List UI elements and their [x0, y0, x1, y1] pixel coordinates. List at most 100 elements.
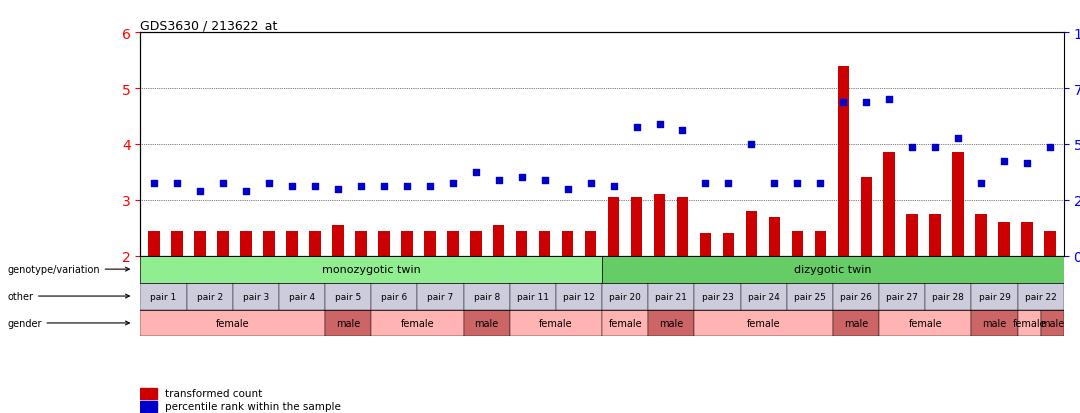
FancyBboxPatch shape	[1017, 283, 1064, 310]
Point	[904, 144, 921, 151]
Point	[468, 169, 485, 176]
Point	[329, 186, 347, 192]
Point	[627, 125, 645, 131]
Point	[743, 141, 760, 148]
Text: pair 23: pair 23	[702, 292, 733, 301]
FancyBboxPatch shape	[603, 256, 1064, 283]
Point	[168, 180, 186, 187]
Text: other: other	[8, 291, 130, 301]
Point	[444, 180, 461, 187]
Bar	[745, 211, 757, 256]
Text: male: male	[1040, 318, 1065, 328]
Point	[605, 183, 622, 190]
Bar	[608, 197, 619, 256]
Text: pair 6: pair 6	[381, 292, 407, 301]
Bar	[401, 231, 413, 256]
Point	[812, 180, 829, 187]
Point	[352, 183, 369, 190]
Text: pair 29: pair 29	[978, 292, 1011, 301]
FancyBboxPatch shape	[325, 283, 372, 310]
Point	[880, 97, 897, 103]
Point	[238, 189, 255, 195]
FancyBboxPatch shape	[972, 310, 1017, 337]
FancyBboxPatch shape	[140, 283, 187, 310]
Bar	[653, 195, 665, 256]
FancyBboxPatch shape	[786, 283, 833, 310]
Bar	[861, 178, 872, 256]
Text: pair 28: pair 28	[932, 292, 964, 301]
Text: pair 7: pair 7	[428, 292, 454, 301]
Point	[375, 183, 392, 190]
Bar	[562, 231, 573, 256]
FancyBboxPatch shape	[463, 283, 510, 310]
Bar	[631, 197, 643, 256]
Text: transformed count: transformed count	[165, 389, 262, 399]
Text: pair 4: pair 4	[289, 292, 315, 301]
Bar	[700, 234, 712, 256]
Text: pair 2: pair 2	[197, 292, 222, 301]
Bar	[355, 231, 366, 256]
Bar	[723, 234, 734, 256]
Text: GDS3630 / 213622_at: GDS3630 / 213622_at	[140, 19, 278, 32]
Text: female: female	[608, 318, 642, 328]
Text: female: female	[1012, 318, 1047, 328]
FancyBboxPatch shape	[833, 283, 879, 310]
Text: pair 8: pair 8	[473, 292, 500, 301]
Point	[835, 100, 852, 106]
Bar	[998, 223, 1010, 256]
FancyBboxPatch shape	[372, 283, 417, 310]
Bar	[148, 231, 160, 256]
Bar	[140, 388, 157, 399]
Bar	[470, 231, 482, 256]
Text: pair 26: pair 26	[840, 292, 872, 301]
Point	[697, 180, 714, 187]
Bar	[906, 214, 918, 256]
FancyBboxPatch shape	[648, 310, 694, 337]
Bar	[883, 153, 895, 256]
FancyBboxPatch shape	[140, 310, 325, 337]
Point	[260, 180, 278, 187]
Point	[1041, 144, 1058, 151]
Bar	[264, 231, 274, 256]
FancyBboxPatch shape	[741, 283, 786, 310]
Point	[582, 180, 599, 187]
Text: pair 1: pair 1	[150, 292, 177, 301]
FancyBboxPatch shape	[879, 310, 972, 337]
Text: gender: gender	[8, 318, 130, 328]
Point	[191, 189, 208, 195]
Point	[996, 158, 1013, 164]
FancyBboxPatch shape	[879, 283, 926, 310]
Text: male: male	[983, 318, 1007, 328]
Text: pair 3: pair 3	[243, 292, 269, 301]
Point	[490, 178, 508, 184]
Bar	[1022, 223, 1032, 256]
FancyBboxPatch shape	[463, 310, 510, 337]
Bar	[309, 231, 321, 256]
Bar	[769, 217, 780, 256]
Text: pair 22: pair 22	[1025, 292, 1056, 301]
Bar	[286, 231, 298, 256]
FancyBboxPatch shape	[1017, 310, 1041, 337]
FancyBboxPatch shape	[694, 310, 833, 337]
Bar	[447, 231, 459, 256]
FancyBboxPatch shape	[603, 310, 648, 337]
Text: pair 20: pair 20	[609, 292, 642, 301]
Bar	[814, 231, 826, 256]
FancyBboxPatch shape	[279, 283, 325, 310]
Bar	[172, 231, 183, 256]
FancyBboxPatch shape	[417, 283, 463, 310]
FancyBboxPatch shape	[1041, 310, 1064, 337]
Point	[536, 178, 553, 184]
Point	[307, 183, 324, 190]
FancyBboxPatch shape	[694, 283, 741, 310]
Bar	[140, 401, 157, 411]
Point	[283, 183, 300, 190]
FancyBboxPatch shape	[926, 283, 972, 310]
Text: dizygotic twin: dizygotic twin	[794, 264, 872, 275]
Point	[788, 180, 806, 187]
Text: pair 24: pair 24	[747, 292, 780, 301]
Text: pair 5: pair 5	[335, 292, 362, 301]
Text: female: female	[908, 318, 942, 328]
Point	[399, 183, 416, 190]
Bar	[241, 231, 252, 256]
